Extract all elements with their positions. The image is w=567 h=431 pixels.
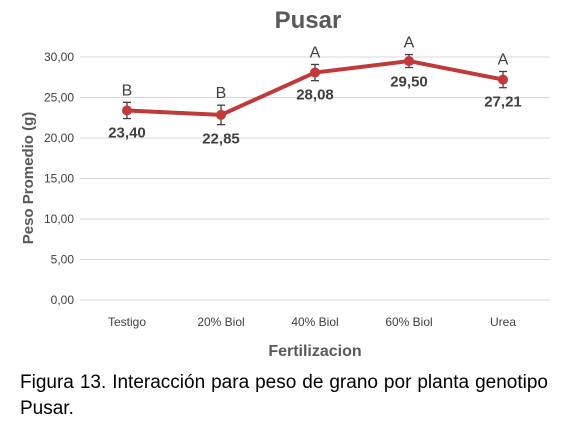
y-tick-label: 25,00 (44, 91, 74, 105)
group-letter: A (310, 44, 321, 61)
data-label: 28,08 (296, 87, 334, 104)
y-tick-label: 5,00 (51, 253, 75, 267)
x-tick-label: Urea (490, 315, 516, 329)
y-tick-label: 15,00 (44, 172, 74, 186)
data-point (498, 74, 508, 85)
group-letter: A (498, 51, 509, 68)
y-axis-label: Peso Promedio (g) (20, 112, 37, 245)
group-letter: A (404, 35, 415, 52)
y-tick-label: 10,00 (44, 212, 74, 226)
x-tick-label: 60% Biol (385, 315, 432, 329)
data-label: 23,40 (108, 125, 146, 142)
series-layer (122, 53, 508, 126)
x-tick-label: Testigo (108, 315, 146, 329)
label-layer: B 23,40 B 22,85 A 28,08 A 29,50 A 27,21 (108, 35, 522, 148)
data-label: 22,85 (202, 131, 240, 148)
line-chart: Pusar Peso Promedio (g) Fertilizacion 0,… (20, 7, 550, 360)
y-tick-label: 0,00 (51, 293, 75, 307)
data-point (122, 105, 132, 116)
y-tick-label: 30,00 (44, 50, 74, 64)
figure-caption: Figura 13. Interacción para peso de gran… (20, 372, 548, 419)
data-label: 27,21 (484, 94, 522, 111)
data-point (404, 56, 414, 67)
grid-layer (80, 56, 550, 301)
data-point (310, 67, 320, 78)
x-tick-label: 20% Biol (197, 315, 244, 329)
tick-layer: 0,00 5,00 10,00 15,00 20,00 25,00 30,00 Testigo… (44, 50, 516, 329)
x-tick-label: 40% Biol (291, 315, 338, 329)
group-letter: B (122, 82, 133, 99)
x-axis-label: Fertilizacion (268, 343, 361, 360)
data-point (216, 109, 226, 120)
group-letter: B (216, 85, 227, 102)
chart-title: Pusar (275, 7, 342, 34)
data-label: 29,50 (390, 74, 428, 91)
y-tick-label: 20,00 (44, 131, 74, 145)
